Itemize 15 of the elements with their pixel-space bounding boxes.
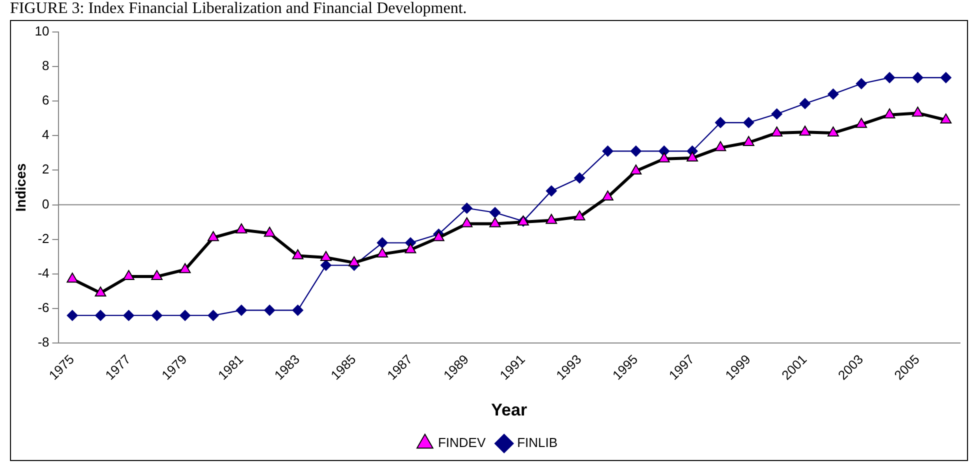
legend-label: FINLIB bbox=[517, 435, 558, 450]
y-tick-label: 10 bbox=[34, 23, 50, 38]
y-tick-label: 4 bbox=[42, 127, 50, 142]
y-axis-title: Indices bbox=[12, 163, 28, 212]
y-tick-label: 6 bbox=[42, 92, 50, 108]
y-tick-label: 0 bbox=[42, 196, 50, 212]
y-tick-label: -8 bbox=[38, 334, 50, 350]
y-tick-label: 8 bbox=[42, 58, 50, 73]
x-axis-title: Year bbox=[491, 400, 528, 420]
y-tick-label: -6 bbox=[38, 300, 50, 316]
y-tick-label: 2 bbox=[42, 162, 50, 177]
y-tick-label: -4 bbox=[38, 266, 50, 281]
y-tick-label: -2 bbox=[38, 230, 50, 246]
chart-title: FIGURE 3: Index Financial Liberalization and Financial Development. bbox=[10, 0, 467, 18]
legend-label: FINDEV bbox=[438, 435, 486, 450]
